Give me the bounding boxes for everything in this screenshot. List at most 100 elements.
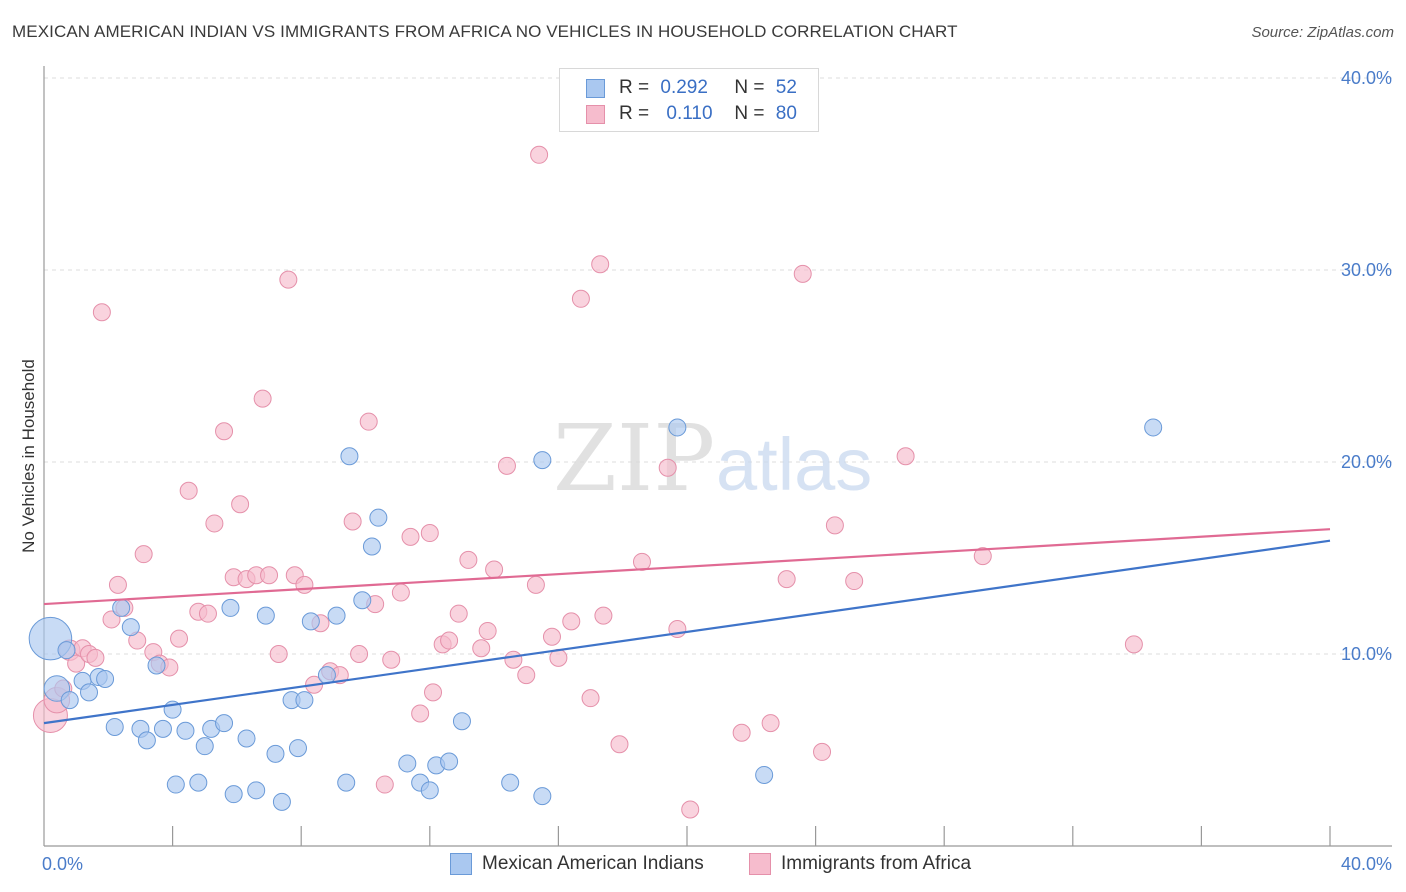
data-point	[542, 627, 561, 646]
data-point	[166, 775, 185, 794]
data-point	[231, 495, 250, 514]
legend-n-value: 52	[775, 77, 797, 98]
data-point	[732, 723, 751, 742]
data-point	[1144, 418, 1163, 437]
axes	[43, 66, 1392, 847]
data-point	[761, 714, 780, 733]
data-point	[295, 691, 314, 710]
data-point	[137, 731, 156, 750]
data-point	[288, 739, 307, 758]
data-point	[501, 773, 520, 792]
data-point	[105, 717, 124, 736]
data-point	[440, 752, 459, 771]
data-point	[845, 572, 864, 591]
legend-swatch-pink	[586, 104, 605, 124]
data-point	[260, 566, 279, 585]
data-point	[247, 781, 266, 800]
data-point	[610, 735, 629, 754]
data-point	[327, 606, 346, 625]
data-point	[658, 458, 677, 477]
legend-n-label: N =	[734, 77, 770, 98]
bottom-legend-label-blue: Mexican American Indians	[482, 853, 704, 874]
data-point	[176, 721, 195, 740]
data-point	[420, 524, 439, 543]
data-point	[295, 575, 314, 594]
data-point	[237, 729, 256, 748]
data-point	[350, 645, 369, 663]
data-point	[301, 612, 320, 631]
data-point	[353, 591, 372, 610]
trend-line-immigrants-from-africa	[43, 528, 1331, 606]
data-point	[340, 447, 359, 466]
legend-swatch-blue	[586, 78, 605, 98]
legend-row-pink: R = 0.110 N = 80	[586, 102, 797, 126]
data-point	[440, 631, 459, 650]
data-point	[198, 604, 217, 623]
data-point	[591, 255, 610, 274]
data-point	[369, 508, 388, 527]
legend-box: R = 0.292 N = 52 R = 0.110 N = 80	[559, 68, 819, 132]
tick-labels: 10.0% 20.0% 30.0% 40.0% 0.0% 40.0%	[42, 68, 1392, 874]
data-point	[478, 621, 497, 640]
data-point	[253, 389, 272, 408]
data-point	[391, 583, 410, 602]
data-point	[108, 575, 127, 594]
data-point	[401, 527, 420, 546]
series-mexican-american-indians	[28, 418, 1163, 811]
data-point	[102, 610, 121, 629]
data-point	[337, 773, 356, 792]
gridlines	[44, 77, 1392, 655]
data-point	[256, 606, 275, 625]
data-point	[777, 570, 796, 589]
legend-n-label: N =	[734, 103, 770, 124]
data-point	[681, 800, 700, 819]
data-point	[189, 773, 208, 792]
data-point	[530, 145, 549, 164]
data-point	[60, 691, 79, 710]
data-point	[449, 604, 468, 623]
bottom-legend-blue: Mexican American Indians	[450, 852, 704, 876]
data-point	[92, 303, 111, 322]
data-point	[571, 289, 590, 308]
data-point	[581, 689, 600, 708]
legend-r-value: 0.110	[666, 103, 713, 124]
data-point	[755, 765, 774, 784]
trend-line-mexican-american-indians	[43, 539, 1331, 725]
source-label: Source: ZipAtlas.com	[1251, 24, 1394, 41]
data-point	[269, 645, 288, 663]
data-point	[632, 552, 651, 571]
data-point	[382, 650, 401, 669]
data-point	[57, 641, 76, 660]
data-point	[562, 612, 581, 631]
data-point	[121, 618, 140, 637]
data-point	[153, 719, 172, 738]
data-point	[668, 418, 687, 437]
data-point	[272, 792, 291, 811]
data-point	[67, 654, 86, 673]
data-point	[215, 422, 234, 441]
data-point	[362, 537, 381, 556]
data-point	[375, 775, 394, 794]
data-point	[134, 545, 153, 564]
x-tick-label: 40.0%	[1341, 854, 1392, 874]
data-point	[266, 744, 285, 763]
data-point	[1124, 635, 1143, 654]
y-axis-title: No Vehicles in Household	[19, 359, 38, 553]
data-point	[215, 714, 234, 733]
data-point	[526, 575, 545, 594]
data-point	[112, 598, 131, 617]
y-tick-label: 20.0%	[1341, 452, 1392, 472]
legend-row-blue: R = 0.292 N = 52	[586, 76, 797, 100]
data-point	[80, 683, 99, 702]
data-point	[485, 560, 504, 579]
data-point	[343, 512, 362, 531]
bottom-legend-pink: Immigrants from Africa	[749, 852, 971, 876]
y-tick-label: 10.0%	[1341, 644, 1392, 664]
watermark-atlas: atlas	[716, 423, 872, 506]
data-point	[497, 456, 516, 475]
legend-r-label: R =	[619, 103, 655, 124]
data-point	[504, 650, 523, 669]
watermark-zip: ZIP	[553, 405, 715, 512]
data-point	[420, 781, 439, 800]
